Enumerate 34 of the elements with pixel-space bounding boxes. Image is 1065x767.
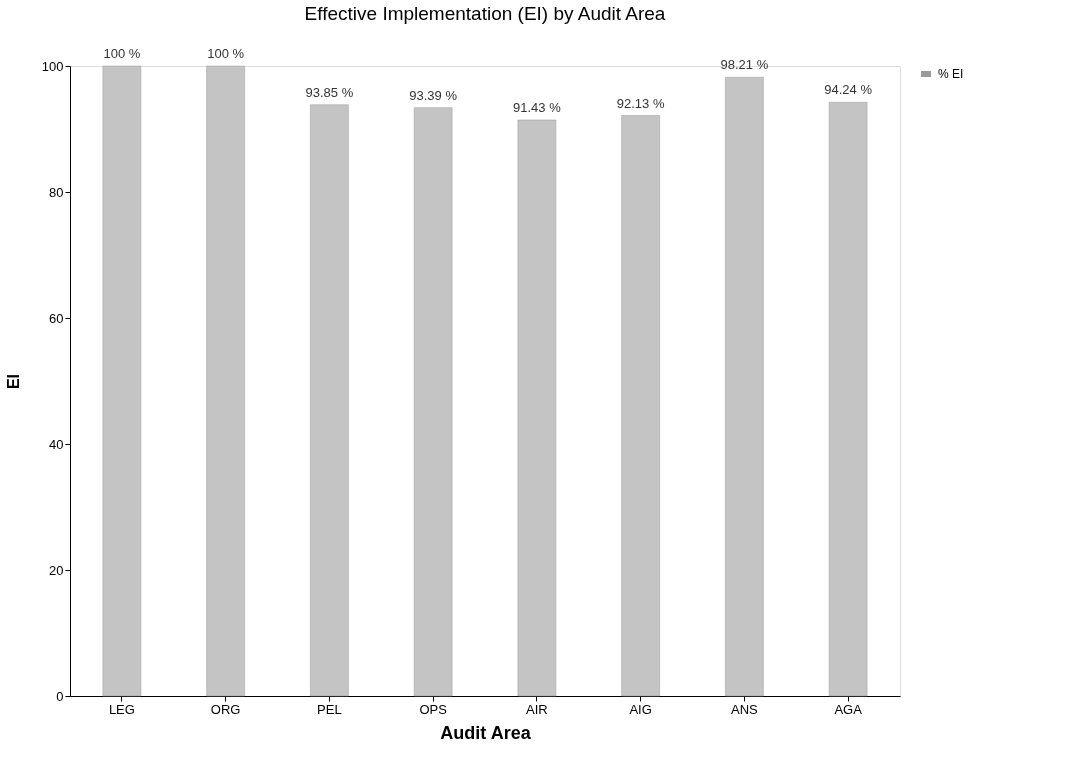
- x-tick-label: OPS: [419, 701, 448, 717]
- data-label: 100 %: [207, 46, 245, 61]
- y-axis-title: EI: [4, 373, 22, 390]
- data-label: 98.21 %: [720, 57, 769, 73]
- legend-label: % EI: [938, 67, 964, 81]
- x-tick-label: AIR: [526, 701, 548, 717]
- data-label: 94.24 %: [824, 82, 873, 98]
- y-tick-label: 0: [56, 688, 64, 704]
- x-tick-label: AIG: [629, 701, 652, 717]
- y-tick-label: 60: [49, 310, 64, 326]
- x-tick-label: ANS: [731, 701, 759, 717]
- bar: [828, 102, 868, 697]
- data-label: 92.13 %: [616, 95, 665, 111]
- y-tick-label: 20: [49, 562, 64, 578]
- bar: [517, 119, 557, 697]
- data-label: 91.43 %: [513, 99, 562, 115]
- data-label: 93.39 %: [409, 87, 458, 103]
- y-tick-label: 40: [49, 436, 64, 452]
- bar: [725, 77, 764, 697]
- y-tick-label: 80: [49, 184, 64, 200]
- bar: [102, 65, 142, 697]
- x-tick-label: PEL: [317, 701, 342, 717]
- y-tick-label: 100: [41, 58, 64, 74]
- x-axis-title: Audit Area: [440, 722, 532, 743]
- bar: [310, 104, 349, 697]
- data-label: 93.85 %: [305, 84, 354, 100]
- x-tick-label: AGA: [834, 701, 863, 717]
- bar: [621, 115, 660, 697]
- x-tick-label: LEG: [108, 701, 135, 717]
- x-tick-label: ORG: [210, 701, 241, 717]
- chart-title: Effective Implementation (EI) by Audit Area: [304, 3, 666, 24]
- bar: [206, 65, 245, 697]
- bar: [413, 107, 453, 697]
- data-label: 100 %: [103, 46, 141, 61]
